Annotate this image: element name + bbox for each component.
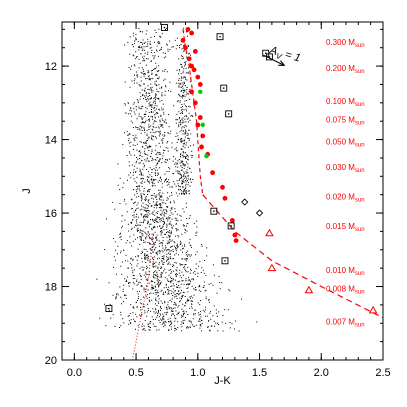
reddening-vector-head	[278, 60, 286, 66]
member-point-red	[189, 30, 195, 36]
member-point-red	[199, 144, 204, 150]
open-square	[161, 24, 168, 31]
x-tick-label: 1.0	[190, 367, 205, 379]
member-point-red	[200, 133, 206, 139]
reddening-vector-line	[263, 54, 285, 66]
mass-label: 0.075 Msun	[326, 115, 365, 126]
y-tick-label: 12	[45, 61, 57, 73]
open-triangle	[265, 228, 274, 237]
mass-label: 0.300 Msun	[326, 38, 365, 49]
mass-label: 0.050 Msun	[326, 137, 365, 148]
reddening-vector-label: AV = 1	[267, 44, 302, 66]
field-star-cloud	[96, 27, 258, 332]
member-point-red	[220, 184, 225, 190]
open-square-dot	[219, 35, 221, 38]
member-point-red	[197, 82, 203, 87]
member-point-red	[229, 217, 235, 223]
isochrone-dashed	[202, 194, 384, 319]
member-point-green	[200, 122, 205, 128]
member-point-red	[197, 115, 203, 120]
isochrones	[131, 29, 384, 361]
member-point-red	[189, 63, 195, 69]
open-square	[225, 110, 233, 118]
mass-label: 0.200 Msun	[326, 64, 365, 75]
annotations: AV = 1 0.300 Msun 0.200 Msun 0.100 Msun 0.07…	[263, 38, 365, 328]
open-triangle	[267, 263, 277, 272]
open-triangle	[304, 285, 314, 294]
member-point-red	[192, 100, 198, 106]
isochrone-upper	[182, 29, 204, 195]
member-point-green	[204, 153, 209, 159]
x-tick-label: 2.5	[375, 367, 390, 379]
open-square	[220, 84, 228, 92]
member-point-red	[195, 74, 201, 80]
x-tick-label: 0.5	[128, 367, 143, 379]
member-point-green	[198, 89, 203, 95]
member-point-red	[233, 238, 239, 243]
member-point-red	[192, 48, 198, 54]
open-diamond	[241, 198, 249, 206]
open-symbols	[105, 24, 378, 314]
x-tick-label: 1.5	[252, 367, 267, 379]
open-diamond	[255, 209, 264, 217]
mass-label: 0.007 Msun	[326, 317, 365, 328]
member-point-red	[222, 195, 228, 201]
open-square	[221, 257, 229, 265]
member-point-red	[189, 89, 195, 95]
y-tick-label: 18	[45, 282, 57, 294]
member-point-red	[191, 67, 197, 73]
y-tick-label: 14	[45, 135, 57, 147]
open-triangle	[368, 305, 378, 314]
y-tick-label: 20	[45, 355, 57, 367]
member-point-red	[185, 26, 191, 32]
open-square-dot	[163, 26, 166, 29]
open-square-dot	[230, 225, 232, 227]
open-square	[105, 305, 113, 313]
x-tick-label: 2.0	[314, 367, 329, 379]
open-square	[216, 33, 224, 41]
mass-label: 0.008 Msun	[326, 284, 365, 295]
member-point-red	[186, 56, 192, 62]
open-square-dot	[213, 210, 215, 212]
y-tick-label: 16	[45, 208, 57, 220]
x-tick-label: 0.0	[67, 367, 82, 379]
mass-label: 0.020 Msun	[326, 193, 365, 204]
y-axis-label: J	[21, 188, 33, 194]
mass-label: 0.015 Msun	[326, 222, 365, 233]
open-square	[227, 222, 235, 230]
open-square-dot	[224, 260, 226, 262]
member-point-red	[195, 122, 201, 128]
open-square-dot	[268, 56, 271, 58]
member-points	[180, 26, 239, 243]
member-point-red	[183, 45, 188, 51]
open-square-dot	[223, 87, 225, 89]
open-square-dot	[108, 307, 110, 310]
member-point-red	[180, 37, 186, 43]
axes: 0.0 0.5 1.0 1.5 2.0 2.5 12 14 16 18 20	[45, 22, 391, 379]
mass-label: 0.010 Msun	[326, 266, 365, 277]
x-axis-label: J-K	[214, 375, 231, 387]
open-square	[210, 207, 218, 215]
member-point-red	[232, 232, 238, 238]
field-stars	[96, 27, 258, 332]
mass-label: 0.100 Msun	[326, 97, 365, 108]
open-square-dot	[227, 113, 230, 115]
isochrone-dotted	[131, 235, 154, 361]
mass-label: 0.030 Msun	[326, 163, 365, 174]
open-square-dot	[265, 52, 267, 54]
member-point-red	[210, 170, 216, 176]
